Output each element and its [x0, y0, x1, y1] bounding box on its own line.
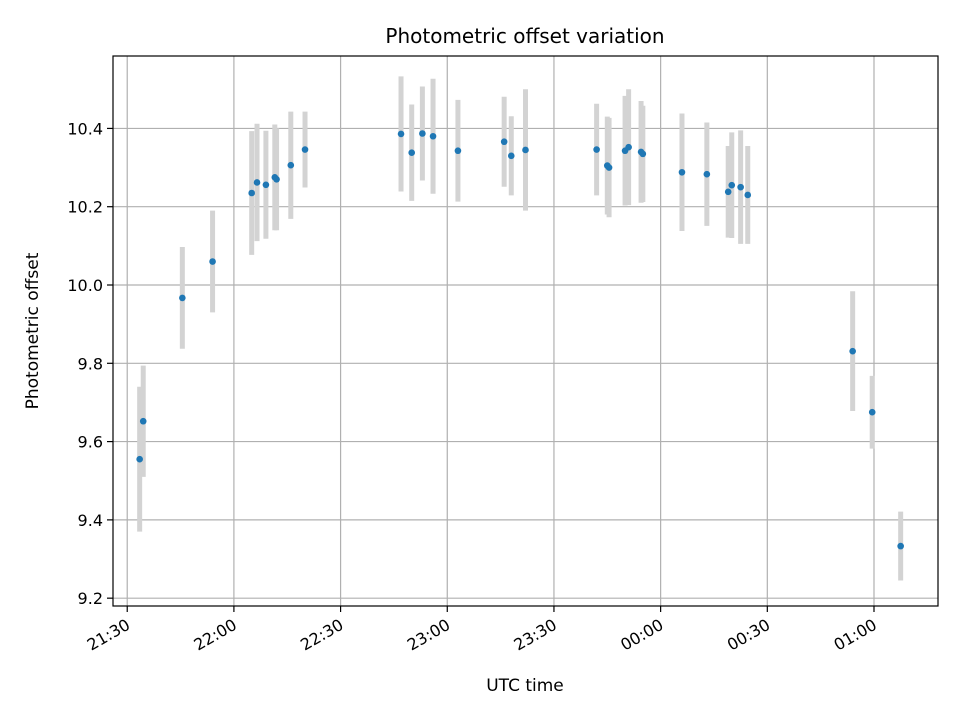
data-point — [868, 408, 876, 416]
data-point — [454, 147, 462, 155]
data-point — [639, 150, 647, 158]
data-point — [500, 138, 508, 146]
plot-frame — [112, 55, 939, 607]
data-point — [849, 347, 856, 355]
data-point — [301, 146, 309, 153]
data-point — [744, 191, 752, 199]
data-point — [593, 146, 600, 153]
data-point — [703, 170, 711, 178]
y-tick-label: 9.4 — [78, 511, 103, 530]
data-point — [605, 164, 613, 171]
data-point — [287, 161, 295, 169]
y-axis-label: Photometric offset — [23, 252, 43, 409]
data-point — [408, 149, 416, 156]
data-point — [724, 188, 732, 196]
y-tick-label: 9.8 — [78, 354, 103, 373]
chart-title: Photometric offset variation — [385, 24, 664, 48]
data-point — [678, 168, 686, 176]
data-point — [429, 132, 437, 140]
data-point — [273, 176, 280, 183]
data-point — [253, 179, 261, 186]
data-point — [248, 189, 255, 197]
data-point — [507, 152, 515, 160]
data-point — [139, 417, 147, 425]
data-point — [728, 181, 736, 189]
y-tick-label: 10.2 — [67, 198, 103, 217]
data-point — [419, 130, 426, 137]
y-tick-label: 9.2 — [78, 589, 103, 608]
y-tick-label: 10.4 — [67, 119, 103, 138]
data-points — [136, 130, 904, 550]
data-point — [897, 542, 904, 550]
data-point — [209, 258, 216, 265]
data-point — [262, 181, 270, 189]
y-tick-label: 9.6 — [78, 433, 103, 452]
y-axis: 9.2 9.4 9.6 9.8 10.0 10.2 10.4 — [67, 119, 113, 608]
x-axis-label: UTC time — [486, 676, 564, 696]
data-point — [522, 146, 529, 154]
data-point — [737, 183, 744, 191]
data-point — [397, 130, 405, 138]
data-point — [136, 455, 143, 463]
y-tick-label: 10.0 — [67, 276, 103, 295]
data-point — [179, 294, 186, 302]
data-point — [625, 143, 632, 151]
